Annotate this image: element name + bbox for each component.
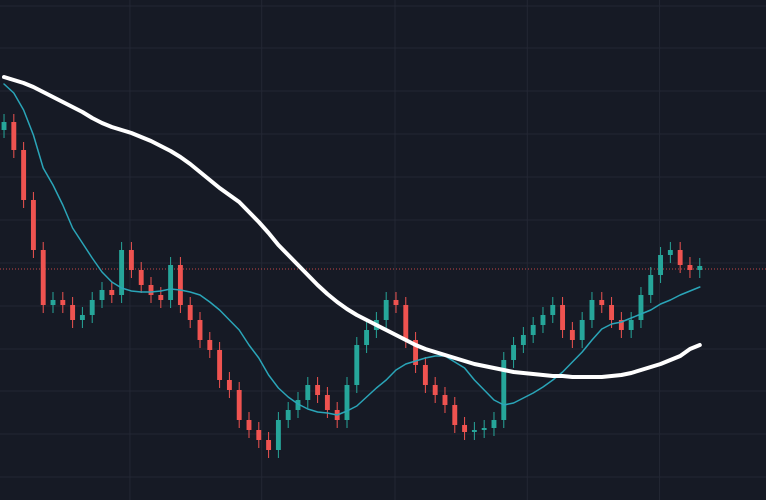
candle-body <box>70 305 76 320</box>
candle-body <box>148 285 154 295</box>
candle-body <box>697 266 703 270</box>
candle-body <box>119 250 125 295</box>
candle-body <box>315 385 321 395</box>
candle-body <box>422 365 428 385</box>
candle-body <box>11 122 17 150</box>
candle-body <box>618 320 624 330</box>
candle-body <box>364 330 370 345</box>
candle-body <box>50 300 56 305</box>
candle-body <box>667 250 673 255</box>
candle-body <box>481 428 487 430</box>
candle-body <box>354 345 360 385</box>
candle-body <box>658 255 664 275</box>
candle-body <box>236 390 242 420</box>
candle-body <box>344 385 350 420</box>
candle-body <box>501 360 507 420</box>
candle-body <box>21 150 27 200</box>
candle-body <box>197 320 203 340</box>
candle-body <box>109 290 115 295</box>
candle-body <box>462 425 468 432</box>
candle-body <box>138 270 144 285</box>
candle-body <box>677 250 683 265</box>
candle-body <box>550 305 556 315</box>
candle-body <box>79 315 85 320</box>
candle-body <box>648 275 654 295</box>
candle-body <box>471 430 477 432</box>
candle-body <box>266 440 272 450</box>
candle-body <box>60 300 66 305</box>
candle-body <box>511 345 517 360</box>
candle-body <box>99 290 105 300</box>
candle-body <box>177 265 183 305</box>
candle-body <box>403 305 409 340</box>
candle-body <box>569 330 575 340</box>
candle-body <box>452 405 458 425</box>
candle-body <box>491 420 497 428</box>
candle-body <box>579 320 585 340</box>
candle-body <box>530 325 536 335</box>
candle-body <box>599 300 605 305</box>
candle-body <box>589 300 595 320</box>
candle-body <box>295 400 301 410</box>
candle-body <box>30 200 36 250</box>
candle-body <box>540 315 546 325</box>
candle-body <box>89 300 95 315</box>
candle-body <box>413 340 419 365</box>
candle-body <box>305 385 311 400</box>
candle-body <box>40 250 46 305</box>
candle-body <box>187 305 193 320</box>
candle-body <box>168 265 174 300</box>
candle-body <box>1 122 7 130</box>
candle-body <box>226 380 232 390</box>
candle-body <box>687 265 693 270</box>
moving-average-line <box>3 83 701 416</box>
candle-body <box>609 305 615 320</box>
candle-body <box>324 395 330 410</box>
candle-body <box>520 335 526 345</box>
candle-body <box>393 300 399 305</box>
candle-body <box>638 295 644 320</box>
candle-body <box>246 420 252 430</box>
candle-body <box>285 410 291 420</box>
candle-body <box>128 250 134 270</box>
candle-body <box>256 430 262 440</box>
candle-body <box>275 420 281 450</box>
candle-body <box>442 395 448 405</box>
candle-body <box>207 340 213 350</box>
candle-body <box>158 295 164 300</box>
moving-average-line <box>2 75 702 379</box>
candle-body <box>432 385 438 395</box>
candle-body <box>217 350 223 380</box>
candle-body <box>628 320 634 330</box>
candle-body <box>383 300 389 320</box>
candle-body <box>560 305 566 330</box>
